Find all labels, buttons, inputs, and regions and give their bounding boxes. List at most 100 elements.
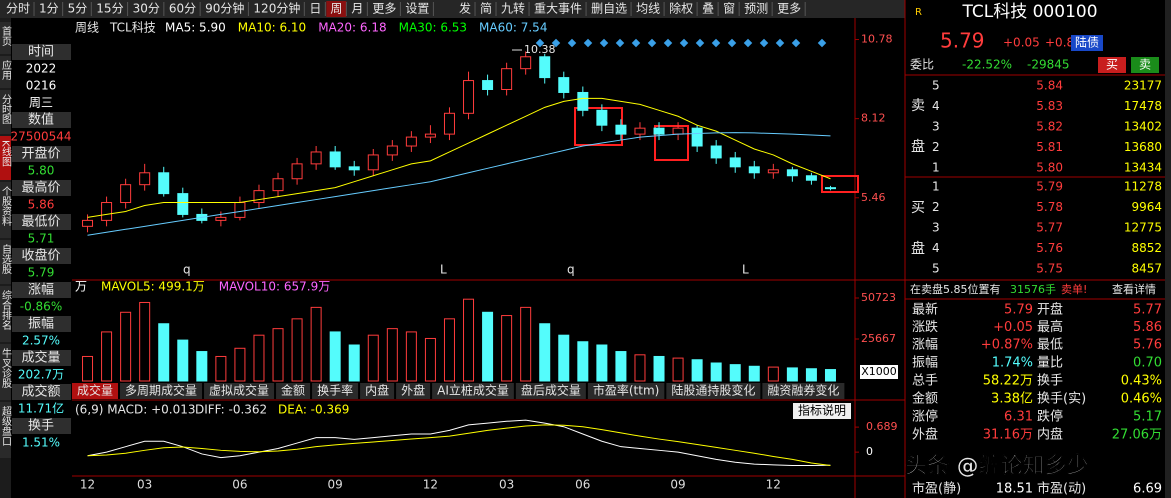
info-value: 0216 <box>26 79 57 93</box>
stat-label: 开盘 <box>1037 302 1063 318</box>
tag-box[interactable] <box>1071 35 1103 51</box>
alert-link[interactable]: 查看详情 <box>1112 282 1156 296</box>
toolbar-tab[interactable]: 删自选 <box>591 2 627 16</box>
indicator-tab[interactable]: AI立桩成交量 <box>437 383 509 398</box>
info-value: -0.86% <box>20 300 62 314</box>
sidebar-text[interactable]: 牛叉诊股 <box>0 347 12 389</box>
sidebar-tab[interactable] <box>0 22 11 54</box>
indicator-tab-bg[interactable] <box>396 383 431 399</box>
sidebar-text[interactable]: 超级盘口 <box>0 405 12 446</box>
buy-text[interactable]: 买 <box>1106 58 1118 72</box>
toolbar-tab[interactable]: 5分 <box>68 2 88 16</box>
indicator-tab-bg[interactable] <box>72 383 119 399</box>
indicator-tab-bg[interactable] <box>360 383 395 399</box>
toolbar-tab[interactable]: 周 <box>330 2 342 16</box>
toolbar-tab[interactable]: 更多 <box>777 2 801 16</box>
toolbar-tab[interactable]: 发 <box>459 1 471 16</box>
toolbar-tab[interactable]: 分时 <box>6 2 30 16</box>
info-label-bg <box>12 214 71 230</box>
toolbar-tab[interactable]: 120分钟 <box>253 1 300 16</box>
indicator-tab[interactable]: 融资融券变化 <box>767 383 839 398</box>
sidebar-tab[interactable] <box>0 136 11 180</box>
sidebar-text[interactable]: 首页 <box>0 25 12 47</box>
quote-tag[interactable]: 陆债 <box>1075 35 1099 50</box>
toolbar-tab[interactable]: 15分 <box>96 2 123 16</box>
sidebar-tab[interactable] <box>0 56 11 88</box>
toolbar-tab[interactable]: 90分钟 <box>205 1 244 16</box>
candle-body <box>729 157 741 168</box>
info-label-bg <box>12 384 71 400</box>
toolbar-tab[interactable]: 日 <box>309 2 321 16</box>
ma-legend: MA20: 6.18 <box>318 21 386 35</box>
indicator-tab[interactable]: 虚拟成交量 <box>209 383 269 398</box>
y-tick-label: 50723 <box>861 291 896 304</box>
candle-body <box>463 80 475 114</box>
volume-bar <box>253 334 265 382</box>
volume-bar <box>729 364 741 382</box>
indicator-tab-bg[interactable] <box>666 383 761 399</box>
sidebar-text[interactable]: K线图 <box>0 140 12 167</box>
toolbar-tab[interactable]: 预测 <box>744 2 768 16</box>
buy-button[interactable] <box>1098 57 1126 73</box>
x-tick-label: 09 <box>328 478 343 492</box>
toolbar-tab[interactable]: 叠 <box>702 2 714 16</box>
indicator-tab[interactable]: 外盘 <box>401 383 425 398</box>
volume-bar <box>691 359 703 382</box>
ask-label: 盘 <box>911 138 925 155</box>
sidebar-tab[interactable] <box>0 402 11 458</box>
toolbar-tab[interactable]: 简 <box>480 2 492 16</box>
indicator-tab[interactable]: 金额 <box>281 383 305 398</box>
indicator-tab-bg[interactable] <box>762 383 845 399</box>
x-tick-label: 09 <box>670 478 685 492</box>
indicator-tab-bg[interactable] <box>515 383 586 399</box>
tab-bg[interactable] <box>326 1 347 17</box>
indicator-tab[interactable]: 多周期成交量 <box>125 383 197 398</box>
help-button[interactable] <box>793 403 851 419</box>
toolbar-tab[interactable]: 重大事件 <box>534 2 582 16</box>
toolbar-tab[interactable]: 30分 <box>133 2 160 16</box>
volume-unit: X1000 <box>861 365 897 378</box>
sidebar-text[interactable]: 应用 <box>0 59 12 81</box>
volume-bar <box>215 355 227 382</box>
sidebar-tab[interactable] <box>0 286 11 342</box>
sell-text[interactable]: 卖 <box>1139 58 1151 72</box>
sidebar-tab[interactable] <box>0 240 11 284</box>
toolbar-tab[interactable]: 均线 <box>636 2 660 16</box>
stat-label: 最高 <box>1037 319 1063 335</box>
toolbar-tab[interactable]: 1分 <box>39 2 59 16</box>
indicator-tab[interactable]: 内盘 <box>365 383 389 398</box>
indicator-tab[interactable]: 换手率 <box>317 383 353 398</box>
level-qty: 11278 <box>1124 180 1162 194</box>
indicator-tab-bg[interactable] <box>432 383 514 399</box>
sidebar-text[interactable]: 自选股 <box>0 243 12 275</box>
indicator-tab-bg[interactable] <box>587 383 665 399</box>
indicator-tab[interactable]: 市盈率(ttm) <box>593 383 659 398</box>
indicator-tab-bg[interactable] <box>312 383 359 399</box>
volume-bar <box>615 351 627 382</box>
x-tick-label: 03 <box>499 478 514 492</box>
sidebar-tab[interactable] <box>0 344 11 400</box>
indicator-tab[interactable]: 陆股通持股变化 <box>671 383 755 398</box>
toolbar-tab[interactable]: 除权 <box>669 1 693 16</box>
help-text[interactable]: 指标说明 <box>798 403 846 418</box>
toolbar-tab[interactable]: 九转 <box>501 1 525 16</box>
toolbar-tab[interactable]: 月 <box>351 2 363 16</box>
sidebar-text[interactable]: 分时图 <box>0 94 12 125</box>
toolbar-tab[interactable]: 设置 <box>405 2 429 16</box>
stat-value: 0.43% <box>1121 374 1162 389</box>
toolbar-tab[interactable]: 60分 <box>169 2 196 16</box>
sell-button[interactable] <box>1131 57 1159 73</box>
indicator-tab-bg[interactable] <box>204 383 275 399</box>
sidebar-text[interactable]: 个股资料 <box>0 186 12 227</box>
volume-bar <box>443 318 455 382</box>
indicator-tab[interactable]: 成交量 <box>77 383 113 398</box>
toolbar-tab[interactable]: 窗 <box>723 2 735 16</box>
sidebar-text[interactable]: 综合排名 <box>0 289 12 331</box>
ask-label: 卖 <box>911 98 925 114</box>
indicator-tab-bg[interactable] <box>120 383 203 399</box>
indicator-tab[interactable]: 盘后成交量 <box>521 383 581 398</box>
indicator-tab-bg[interactable] <box>276 383 311 399</box>
sidebar-tab[interactable] <box>0 90 11 134</box>
sidebar-tab[interactable] <box>0 182 11 238</box>
toolbar-tab[interactable]: 更多 <box>372 2 396 16</box>
